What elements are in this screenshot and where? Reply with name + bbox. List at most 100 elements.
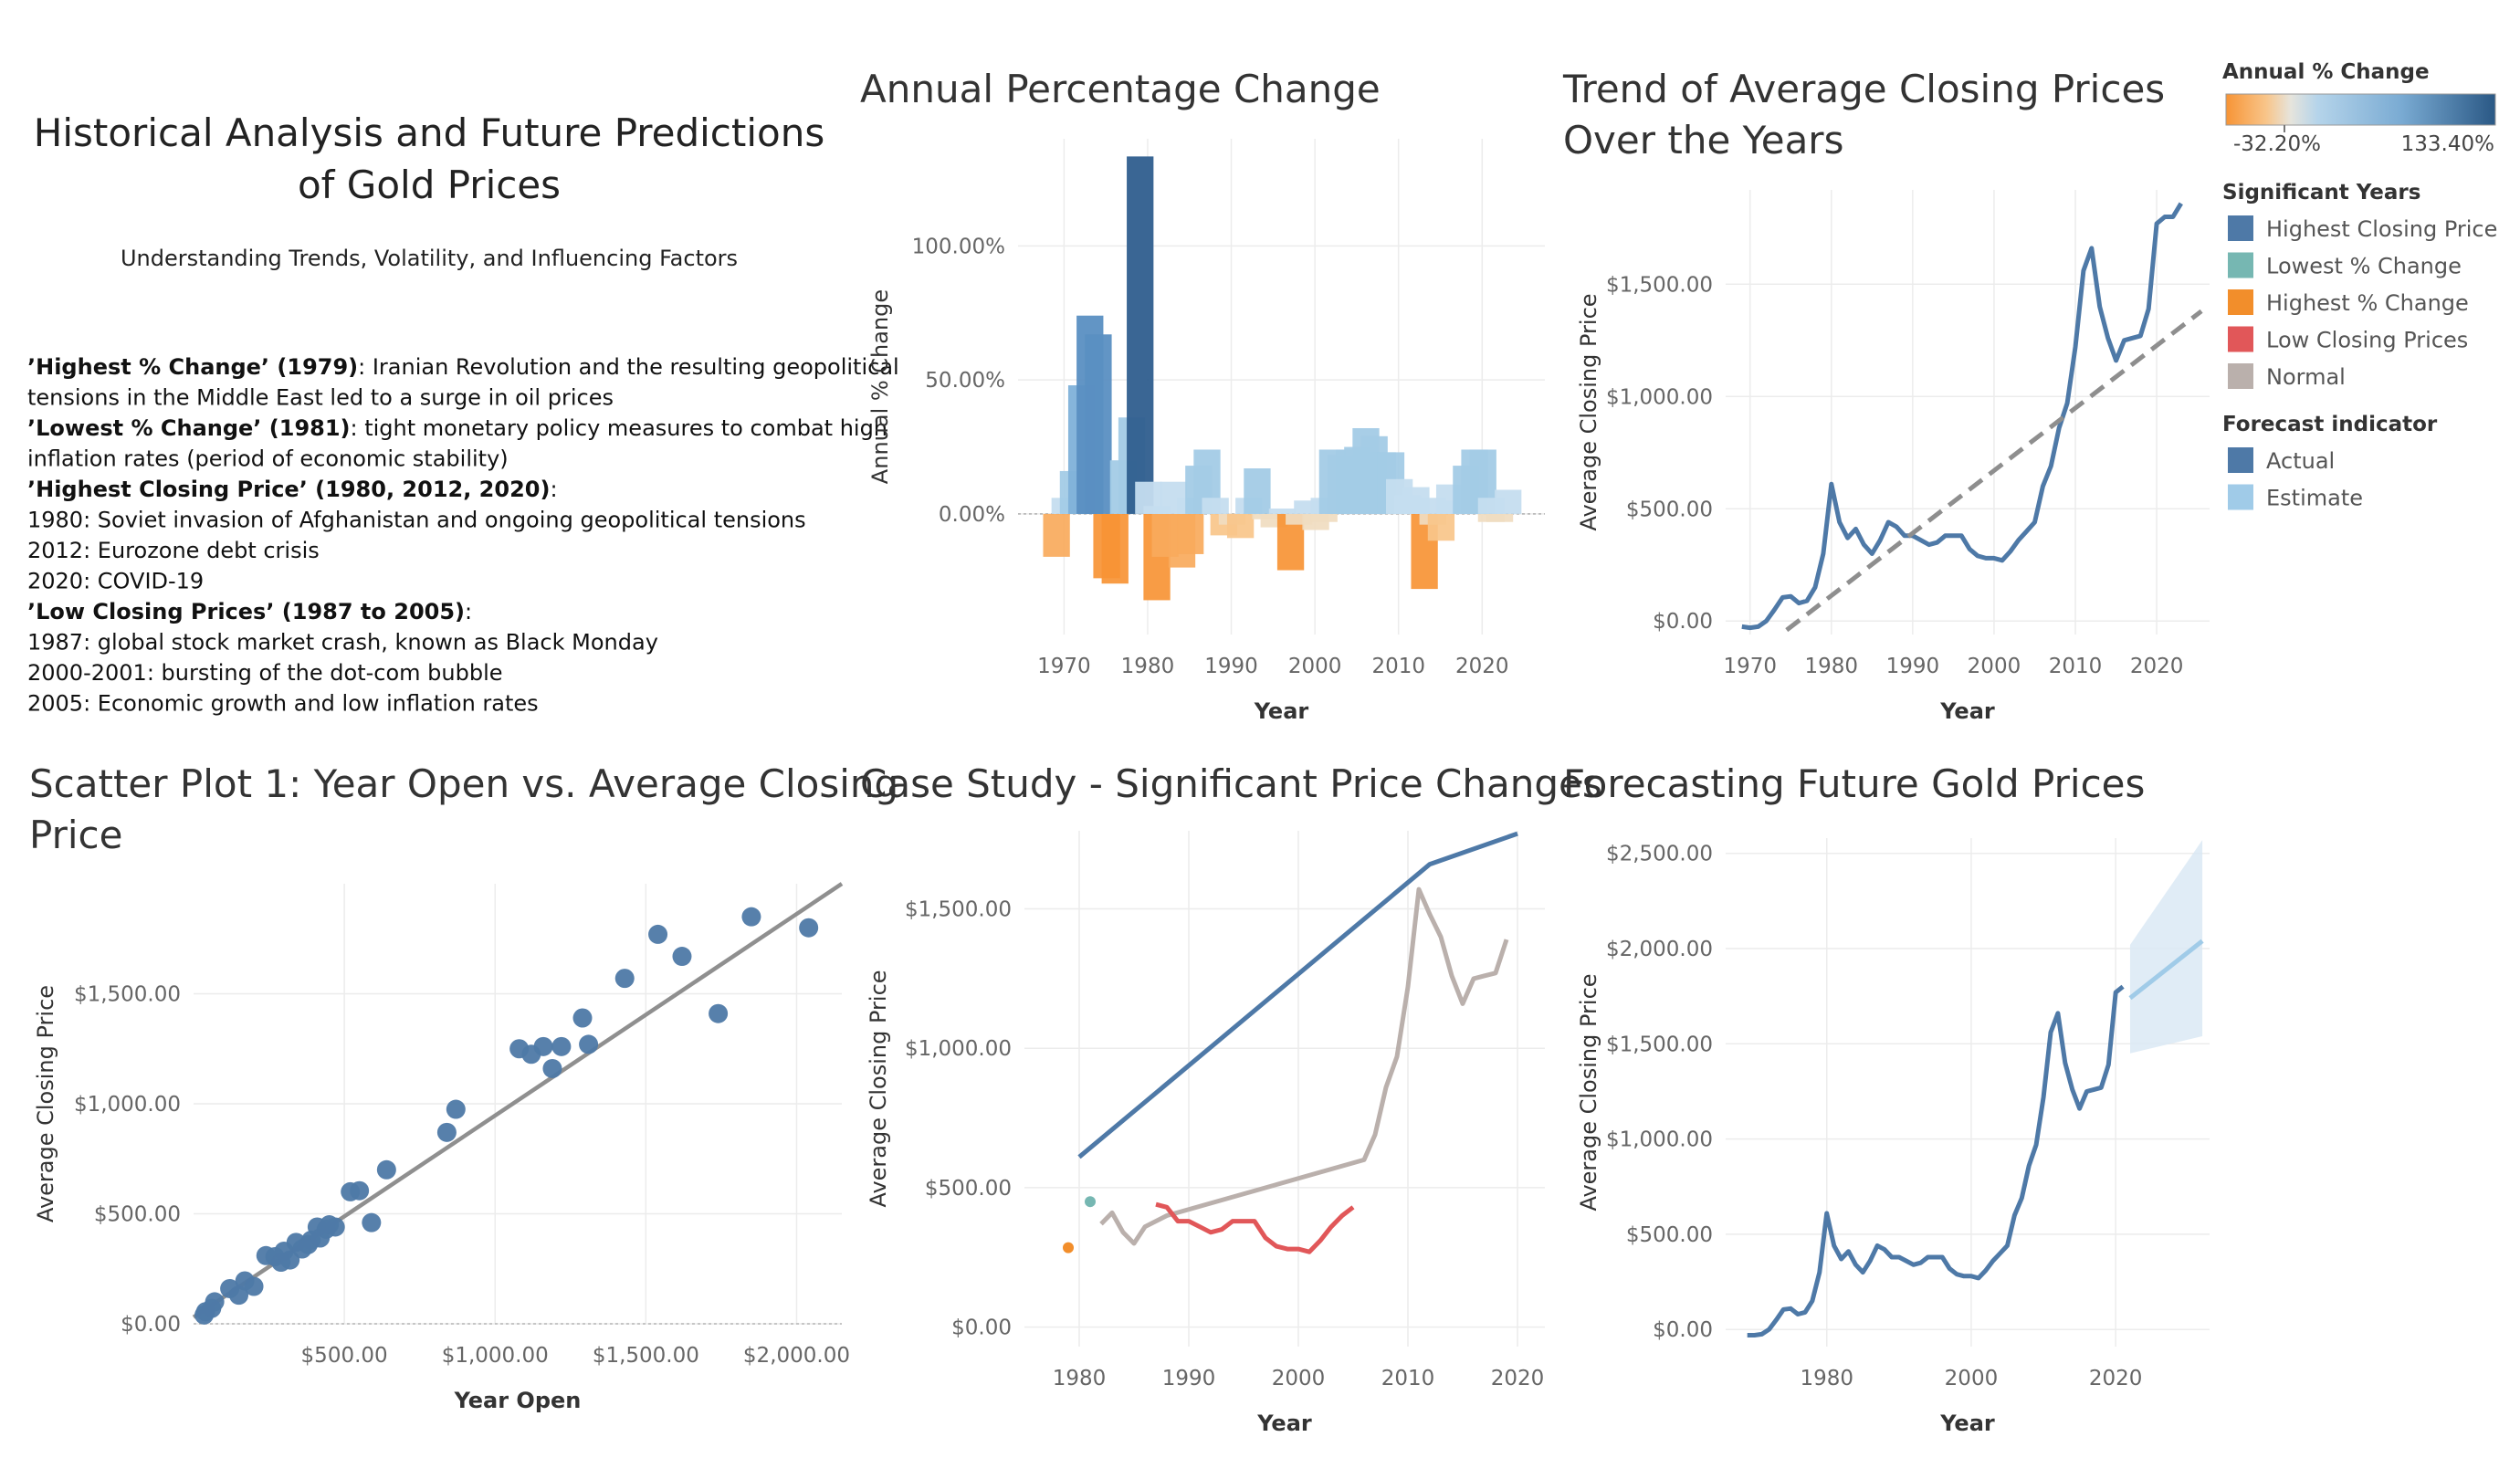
annotation-line: 1987: global stock market crash, known a…	[27, 630, 658, 656]
annotation-line: ’Highest Closing Price’ (1980, 2012, 202…	[27, 477, 558, 502]
y-tick-label: $0.00	[1653, 610, 1713, 634]
y-tick-label: 100.00%	[912, 235, 1005, 258]
gridlines	[194, 884, 842, 1325]
bar-positive	[1127, 156, 1154, 514]
x-axis-label: Year	[1939, 698, 1995, 724]
x-tick-label: 2020	[1455, 655, 1509, 678]
y-tick-label: $2,500.00	[1606, 843, 1713, 866]
y-tick-label: 0.00%	[939, 503, 1005, 527]
dashboard-title-line1: Historical Analysis and Future Predictio…	[34, 110, 824, 155]
y-tick-label: $0.00	[951, 1316, 1012, 1340]
legend-label: Low Closing Prices	[2266, 328, 2468, 353]
bar-positive	[1085, 334, 1112, 514]
scatter-chart: Scatter Plot 1: Year Open vs. Average Cl…	[29, 761, 898, 1413]
x-tick-label: 2010	[1371, 655, 1425, 678]
case-point	[1085, 1196, 1096, 1208]
annotation-heading: ’Highest Closing Price’ (1980, 2012, 202…	[27, 477, 550, 502]
annual-pct-title: Annual Percentage Change	[860, 67, 1381, 111]
scatter-point	[446, 1099, 466, 1119]
legend-swatch	[2228, 252, 2253, 278]
legend-label: Actual	[2266, 448, 2335, 474]
y-axis-label: Average Closing Price	[1576, 973, 1601, 1211]
y-tick-label: $0.00	[1653, 1318, 1713, 1342]
x-tick-label: 1980	[1121, 655, 1175, 678]
bar-negative	[1043, 513, 1070, 557]
forecast-estimate-line	[2128, 939, 2204, 1001]
x-tick-label: 2000	[1272, 1367, 1326, 1390]
fc-legend-items: Actual Estimate	[2228, 447, 2363, 511]
gridlines	[1726, 190, 2210, 635]
x-tick-label: 1980	[1053, 1367, 1107, 1390]
scatter-point	[741, 907, 761, 927]
annotation-line: 1980: Soviet invasion of Afghanistan and…	[27, 508, 806, 533]
annotation-line: ’Lowest % Change’ (1981): tight monetary…	[27, 415, 887, 441]
scatter-point	[376, 1159, 396, 1180]
case-series-line	[1077, 831, 1518, 1159]
annotation-text: tensions in the Middle East led to a sur…	[27, 385, 614, 411]
y-tick-label: $1,000.00	[1606, 385, 1713, 409]
annotation-heading: ’Low Closing Prices’ (1987 to 2005)	[27, 599, 465, 624]
annotation-line: 2012: Eurozone debt crisis	[27, 538, 320, 563]
annotation-text: :	[550, 477, 557, 502]
sig-legend-title: Significant Years	[2222, 181, 2420, 205]
x-tick-label: 2010	[1381, 1367, 1435, 1390]
x-tick-label: $500.00	[301, 1344, 388, 1368]
annotation-heading: ’Lowest % Change’ (1981)	[27, 415, 351, 441]
scatter-point	[551, 1036, 572, 1056]
x-tick-label: $2,000.00	[743, 1344, 850, 1368]
annotation-line: 2000-2001: bursting of the dot-com bubbl…	[27, 660, 503, 686]
y-tick-label: $1,500.00	[1606, 273, 1713, 297]
y-tick-label: $500.00	[1626, 498, 1713, 521]
bar-negative	[1177, 513, 1204, 554]
y-tick-label: $1,500.00	[905, 898, 1012, 922]
forecast-chart: Forecasting Future Gold Prices 1980 2000 2…	[1563, 761, 2210, 1436]
annotation-list: ’Highest % Change’ (1979): Iranian Revol…	[27, 354, 899, 717]
x-tick-label: 1980	[1805, 655, 1859, 678]
x-axis-label: Year	[1939, 1411, 1995, 1436]
trend-title-line1: Trend of Average Closing Prices	[1562, 67, 2165, 111]
bar-negative	[1226, 513, 1255, 539]
x-axis-label: Year	[1256, 1411, 1312, 1436]
x-axis-label: Year Open	[454, 1388, 582, 1413]
y-tick-label: $1,000.00	[905, 1037, 1012, 1061]
legend-swatch	[2228, 326, 2253, 352]
x-tick-label: 2020	[2089, 1367, 2143, 1390]
pct-legend-min: -32.20%	[2233, 132, 2321, 156]
y-axis-label: Average Closing Price	[1576, 293, 1601, 530]
case-series-line	[1155, 1201, 1355, 1254]
x-tick-label: 1970	[1037, 655, 1091, 678]
x-tick-label: 1980	[1800, 1367, 1853, 1390]
case-series-line	[1099, 886, 1509, 1246]
x-tick-label: 1990	[1162, 1367, 1216, 1390]
scatter-point	[325, 1217, 345, 1237]
y-tick-label: $500.00	[925, 1177, 1012, 1201]
legend-label: Highest Closing Price	[2266, 216, 2497, 242]
scatter-point	[229, 1285, 249, 1306]
dashboard-subtitle: Understanding Trends, Volatility, and In…	[121, 246, 738, 271]
pct-legend-title: Annual % Change	[2222, 60, 2430, 84]
x-tick-label: 2010	[2049, 655, 2103, 678]
x-tick-label: 1970	[1723, 655, 1777, 678]
y-tick-label: $2,000.00	[1606, 938, 1713, 961]
bar-positive	[1244, 468, 1271, 514]
x-tick-label: 2020	[2130, 655, 2184, 678]
gridlines	[1726, 838, 2210, 1347]
scatter-point	[436, 1122, 457, 1142]
legend-swatch	[2228, 484, 2253, 510]
legend-label: Lowest % Change	[2266, 254, 2462, 279]
annotation-text: : Iranian Revolution and the resulting g…	[358, 354, 899, 380]
scatter-point	[648, 924, 668, 944]
case-study-chart: Case Study - Significant Price Changes 1…	[860, 761, 1602, 1436]
y-tick-label: 50.00%	[925, 369, 1005, 393]
y-axis-label: Average Closing Price	[866, 970, 891, 1207]
x-tick-label: 1990	[1886, 655, 1940, 678]
annotation-text: :	[465, 599, 472, 624]
y-tick-label: $500.00	[94, 1203, 181, 1227]
bar-positive	[1495, 489, 1522, 514]
y-tick-label: $1,500.00	[1606, 1033, 1713, 1056]
bar-negative	[1486, 513, 1514, 522]
x-axis-label: Year	[1254, 698, 1309, 724]
legend-swatch	[2228, 447, 2253, 473]
case-study-title: Case Study - Significant Price Changes	[860, 761, 1602, 806]
